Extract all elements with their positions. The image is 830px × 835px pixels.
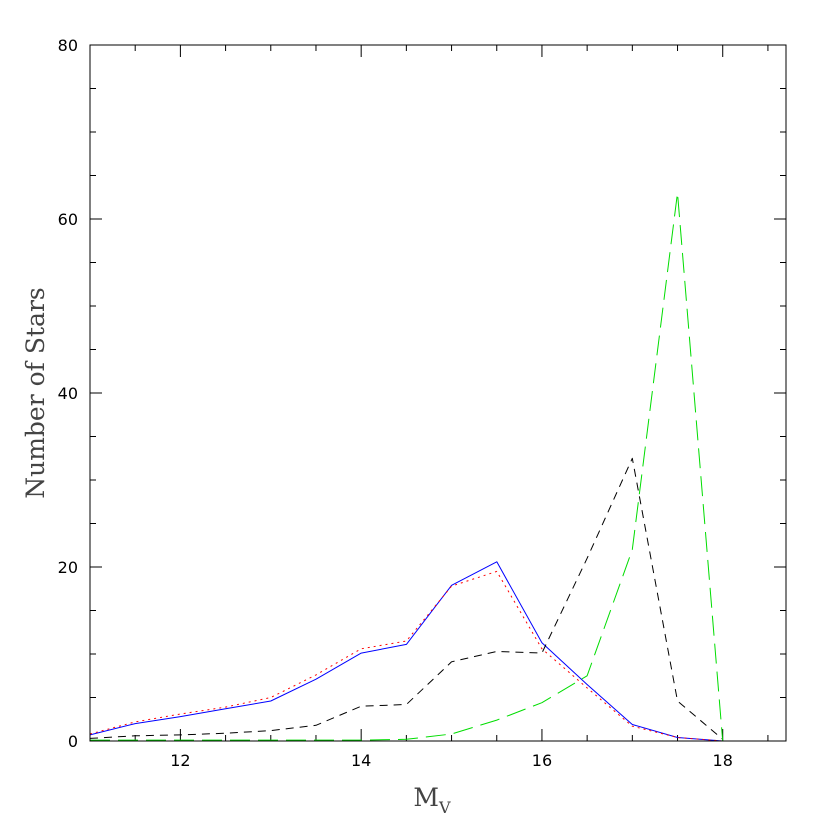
x-axis-title-subscript: V <box>438 798 451 817</box>
series-lines <box>89 192 724 742</box>
y-tick-label: 0 <box>68 732 78 751</box>
x-tick-label: 18 <box>713 751 733 770</box>
x-tick-label: 16 <box>532 751 552 770</box>
y-tick-labels: 0 20 40 60 80 <box>58 36 78 751</box>
x-axis-title: MV <box>413 783 451 817</box>
x-tick-label: 14 <box>351 751 371 770</box>
x-tick-labels: 12 14 16 18 <box>170 751 733 770</box>
y-tick-label: 20 <box>58 558 78 577</box>
series-line-3 <box>89 457 724 740</box>
x-tick-label: 12 <box>170 751 190 770</box>
x-axis-title-main: M <box>413 783 439 812</box>
axis-ticks <box>89 44 786 742</box>
y-tick-label: 80 <box>58 36 78 55</box>
y-tick-label: 40 <box>58 384 78 403</box>
series-line-4 <box>90 192 724 742</box>
y-tick-label: 60 <box>58 210 78 229</box>
plot-frame <box>89 44 787 742</box>
y-axis-title: Number of Stars <box>21 287 50 499</box>
series-line-1 <box>89 561 723 742</box>
